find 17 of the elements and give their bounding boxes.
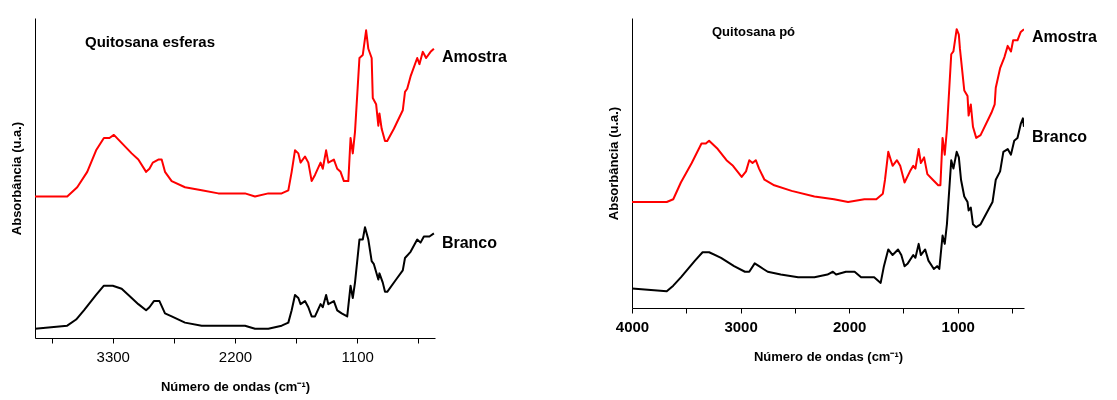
- series-label: Amostra: [441, 47, 507, 65]
- y-axis-title: Absorbância (u.a.): [8, 121, 24, 236]
- x-tick-label: 1000: [941, 317, 975, 335]
- series-label: Branco: [441, 234, 498, 252]
- x-tick-label: 3300: [96, 347, 130, 365]
- x-axis-title: Número de ondas (cm⁻¹): [753, 348, 904, 364]
- x-axis-title: Número de ondas (cm⁻¹): [160, 378, 311, 394]
- series-label: Branco: [1032, 127, 1088, 145]
- chart-title: Quitosana pó: [712, 24, 796, 39]
- x-tick-label: 2000: [832, 317, 867, 335]
- x-tick-label: 4000: [615, 317, 650, 335]
- series-label: Amostra: [1032, 28, 1098, 46]
- y-axis-title: Absorbância (u.a.): [605, 106, 621, 221]
- x-tick-label: 1100: [341, 347, 374, 365]
- x-tick-label: 2200: [218, 347, 253, 365]
- chart-title: Quitosana esferas: [85, 33, 216, 50]
- x-tick-label: 3000: [724, 317, 758, 335]
